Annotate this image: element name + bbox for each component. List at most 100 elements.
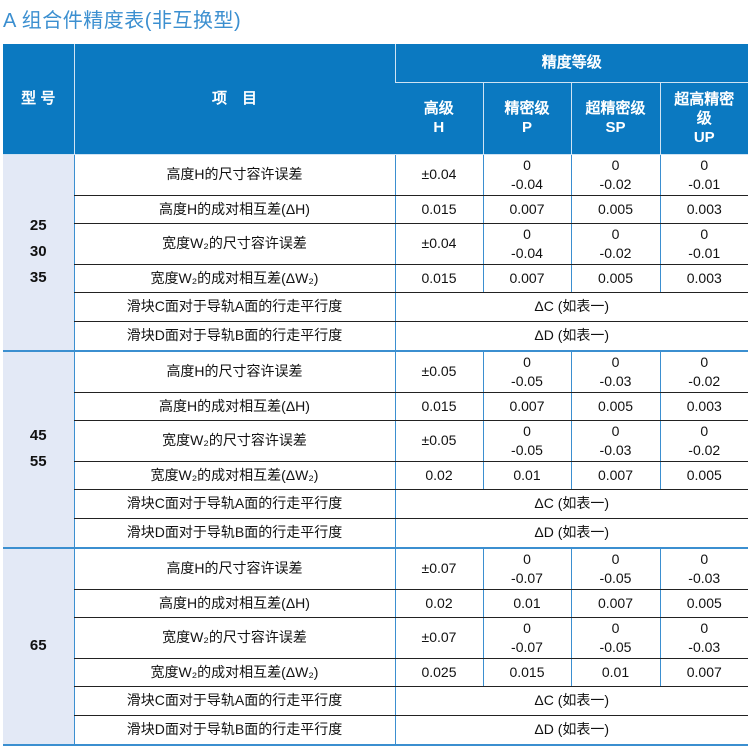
table-row: 滑块C面对于导轨A面的行走平行度 ΔC (如表一)	[3, 489, 749, 519]
value-cell: 0.005	[570, 195, 660, 224]
item-cell: 宽度W₂的尺寸容许误差	[73, 420, 395, 462]
span-value-cell: ΔC (如表一)	[394, 686, 749, 716]
value-cell: 0.003	[659, 264, 749, 293]
model-number: 30	[29, 243, 47, 260]
item-cell: 高度H的成对相互差(ΔH)	[73, 392, 395, 421]
model-cell: 25 30 35	[3, 154, 74, 352]
item-cell: 滑块D面对于导轨B面的行走平行度	[73, 518, 395, 549]
table-row: 高度H的成对相互差(ΔH) 0.015 0.007 0.005 0.003	[3, 392, 749, 421]
model-number: 55	[29, 453, 47, 470]
value-cell: 0.003	[659, 392, 749, 421]
value-cell: 0 -0.01	[659, 223, 749, 265]
value-cell: 0.007	[482, 392, 571, 421]
item-cell: 滑块D面对于导轨B面的行走平行度	[73, 321, 395, 352]
value-cell: 0.005	[570, 392, 660, 421]
value-cell: 0.007	[570, 589, 660, 618]
precision-table: 型 号 项 目 精度等级 高级 H 精密级 P 超精密级 SP 超高精密级 UP 25 30 35…	[3, 44, 749, 746]
value-cell: 0.007	[659, 658, 749, 687]
span-value-cell: ΔD (如表一)	[394, 518, 749, 549]
value-cell: 0 -0.03	[659, 547, 749, 590]
value-cell: 0.007	[482, 264, 571, 293]
table-row: 高度H的成对相互差(ΔH) 0.02 0.01 0.007 0.005	[3, 589, 749, 618]
item-cell: 高度H的成对相互差(ΔH)	[73, 195, 395, 224]
value-cell: 0.005	[570, 264, 660, 293]
value-cell: 0 -0.04	[482, 223, 571, 265]
item-cell: 高度H的成对相互差(ΔH)	[73, 589, 395, 618]
item-cell: 滑块C面对于导轨A面的行走平行度	[73, 686, 395, 716]
table-row: 宽度W₂的成对相互差(ΔW₂) 0.015 0.007 0.005 0.003	[3, 264, 749, 293]
header-grade-up: 超高精密级 UP	[659, 82, 749, 155]
header-grade-p: 精密级 P	[482, 82, 571, 155]
value-cell: 0 -0.05	[570, 547, 660, 590]
value-cell: 0.025	[394, 658, 483, 687]
model-cell: 65	[3, 547, 74, 746]
model-number: 35	[29, 269, 47, 286]
value-cell: 0.015	[482, 658, 571, 687]
item-cell: 滑块D面对于导轨B面的行走平行度	[73, 715, 395, 746]
model-cell: 45 55	[3, 350, 74, 549]
table-row: 65 高度H的尺寸容许误差 ±0.07 0 -0.07 0 -0.05 0 -0.03	[3, 547, 749, 746]
value-cell: 0.005	[659, 589, 749, 618]
grade-code: P	[521, 119, 532, 136]
table-row: 45 55 高度H的尺寸容许误差 ±0.05 0 -0.05 0 -0.03 0 -0.02	[3, 350, 749, 549]
value-cell: ±0.05	[394, 350, 483, 393]
table-row: 25 30 35 高度H的尺寸容许误差 ±0.04 0 -0.04 0 -0.02 0 -0.…	[3, 154, 749, 352]
header-grade-group: 精度等级	[394, 44, 749, 83]
value-cell: ±0.04	[394, 223, 483, 265]
value-cell: ±0.05	[394, 420, 483, 462]
item-cell: 滑块C面对于导轨A面的行走平行度	[73, 292, 395, 322]
header-grade-sp: 超精密级 SP	[570, 82, 660, 155]
value-cell: 0 -0.03	[570, 420, 660, 462]
value-cell: 0 -0.05	[482, 350, 571, 393]
value-cell: ±0.07	[394, 547, 483, 590]
value-cell: 0 -0.07	[482, 617, 571, 659]
item-cell: 高度H的尺寸容许误差	[73, 350, 395, 393]
table-row: 高度H的成对相互差(ΔH) 0.015 0.007 0.005 0.003	[3, 195, 749, 224]
table-row: 宽度W₂的尺寸容许误差 ±0.04 0 -0.04 0 -0.02 0 -0.01	[3, 223, 749, 265]
value-cell: 0.01	[482, 461, 571, 490]
value-cell: 0 -0.03	[570, 350, 660, 393]
span-value-cell: ΔD (如表一)	[394, 321, 749, 352]
value-cell: 0 -0.05	[570, 617, 660, 659]
value-cell: 0.02	[394, 589, 483, 618]
item-cell: 滑块C面对于导轨A面的行走平行度	[73, 489, 395, 519]
grade-code: UP	[693, 128, 715, 146]
value-cell: 0.01	[570, 658, 660, 687]
item-cell: 宽度W₂的尺寸容许误差	[73, 223, 395, 265]
value-cell: 0 -0.04	[482, 154, 571, 196]
table-row: 宽度W₂的尺寸容许误差 ±0.07 0 -0.07 0 -0.05 0 -0.03	[3, 617, 749, 659]
table-row: 宽度W₂的成对相互差(ΔW₂) 0.025 0.015 0.01 0.007	[3, 658, 749, 687]
value-cell: ±0.07	[394, 617, 483, 659]
value-cell: 0.015	[394, 264, 483, 293]
grade-code: H	[433, 119, 445, 136]
table-row: 宽度W₂的成对相互差(ΔW₂) 0.02 0.01 0.007 0.005	[3, 461, 749, 490]
grade-name: 精密级	[504, 100, 550, 117]
item-cell: 宽度W₂的成对相互差(ΔW₂)	[73, 461, 395, 490]
header-item: 项 目	[73, 44, 395, 155]
value-cell: 0.007	[482, 195, 571, 224]
value-cell: 0 -0.01	[659, 154, 749, 196]
table-row: 滑块D面对于导轨B面的行走平行度 ΔD (如表一)	[3, 715, 749, 746]
grade-name: 高级	[423, 100, 454, 117]
table-row: 滑块C面对于导轨A面的行走平行度 ΔC (如表一)	[3, 292, 749, 322]
model-number: 45	[29, 427, 47, 444]
grade-name: 超精密级	[585, 100, 646, 117]
value-cell: 0 -0.07	[482, 547, 571, 590]
page-title: A 组合件精度表(非互换型)	[3, 10, 242, 32]
value-cell: 0 -0.02	[570, 154, 660, 196]
item-cell: 宽度W₂的成对相互差(ΔW₂)	[73, 264, 395, 293]
item-cell: 宽度W₂的成对相互差(ΔW₂)	[73, 658, 395, 687]
value-cell: 0.01	[482, 589, 571, 618]
grade-code: SP	[605, 119, 626, 136]
header-grade-h: 高级 H	[395, 82, 483, 155]
item-cell: 高度H的尺寸容许误差	[73, 154, 395, 196]
model-number: 65	[29, 637, 47, 654]
value-cell: ±0.04	[394, 154, 483, 196]
value-cell: 0 -0.02	[570, 223, 660, 265]
header-type: 型 号	[3, 44, 74, 155]
value-cell: 0.015	[394, 392, 483, 421]
span-value-cell: ΔC (如表一)	[394, 292, 749, 322]
table-row: 滑块C面对于导轨A面的行走平行度 ΔC (如表一)	[3, 686, 749, 716]
span-value-cell: ΔC (如表一)	[394, 489, 749, 519]
value-cell: 0 -0.05	[482, 420, 571, 462]
